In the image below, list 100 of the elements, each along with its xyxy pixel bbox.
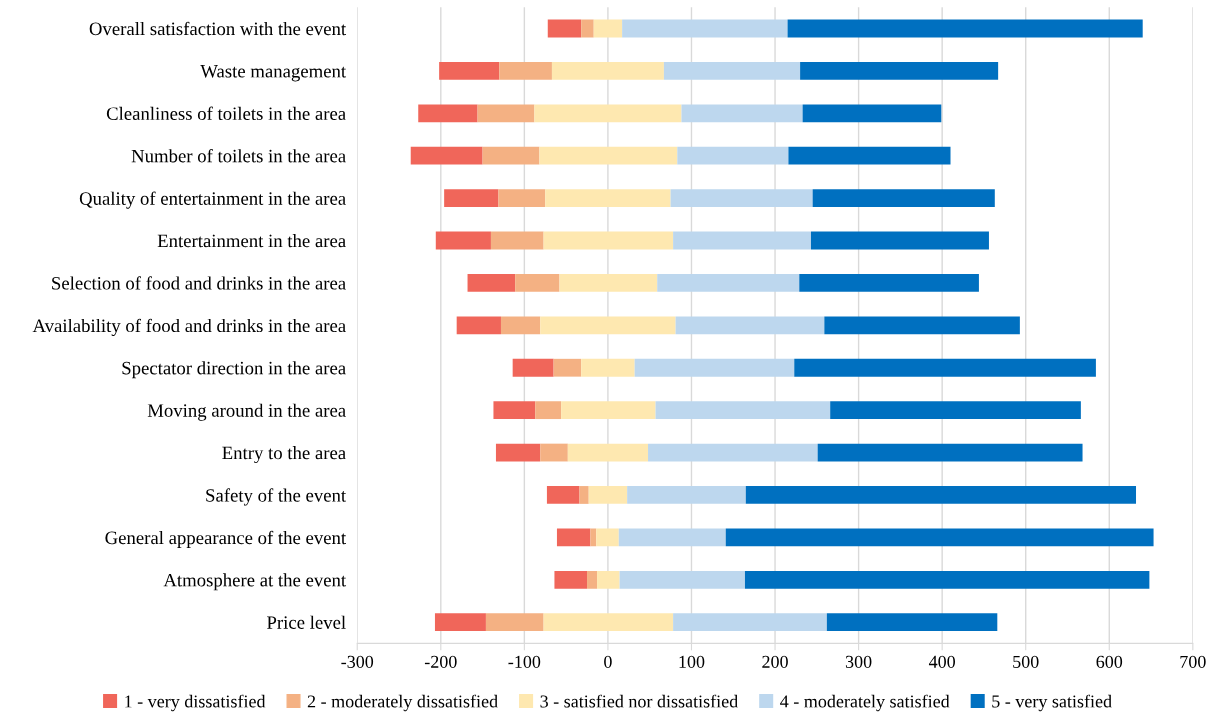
bar xyxy=(670,189,813,208)
bar xyxy=(725,528,1154,547)
bar xyxy=(593,19,623,38)
y-tick-label: Cleanliness of toilets in the area xyxy=(106,106,346,120)
bar xyxy=(787,19,1143,38)
bar xyxy=(499,61,552,80)
bar xyxy=(559,274,658,292)
y-tick-label: Price level xyxy=(267,615,346,629)
bar xyxy=(543,613,674,632)
bar xyxy=(788,146,951,165)
x-tick-label: 100 xyxy=(679,655,705,668)
bar xyxy=(830,401,1081,420)
bar xyxy=(485,613,544,632)
y-tick-label: Spectator direction in the area xyxy=(122,361,346,379)
bar xyxy=(587,570,598,589)
bar xyxy=(535,401,562,420)
y-tick-label: Availability of food and drinks in the area xyxy=(32,318,346,336)
x-tick-label: -200 xyxy=(424,655,457,668)
bar xyxy=(673,231,811,250)
bar xyxy=(663,61,801,80)
x-tick-label: 0 xyxy=(604,655,612,668)
bar xyxy=(467,274,516,292)
bar xyxy=(657,274,800,292)
bar xyxy=(456,316,501,335)
y-tick-label: Entertainment in the area xyxy=(157,234,346,248)
bar xyxy=(618,528,726,547)
bar xyxy=(581,358,635,377)
bar xyxy=(554,570,588,589)
bar xyxy=(824,316,1020,335)
bar xyxy=(540,316,676,335)
bar xyxy=(588,486,628,504)
x-tick-label: -100 xyxy=(508,655,541,668)
bar xyxy=(590,528,597,547)
bar xyxy=(812,189,995,208)
bar xyxy=(439,61,500,80)
bar xyxy=(512,358,554,377)
y-tick-label: Quality of entertainment in the area xyxy=(79,191,346,209)
bar xyxy=(444,189,499,208)
bar xyxy=(826,613,998,632)
bar xyxy=(561,401,656,420)
bar xyxy=(553,358,582,377)
bar xyxy=(648,443,818,462)
legend-label: 4 - moderately satisfied xyxy=(780,694,950,712)
bar xyxy=(817,443,1083,462)
bar xyxy=(490,231,544,250)
x-tick-label: 300 xyxy=(845,655,872,668)
y-tick-label: Atmosphere at the event xyxy=(163,573,347,591)
x-tick-label: -300 xyxy=(341,655,374,668)
bar xyxy=(434,613,486,632)
y-tick-label: Moving around in the area xyxy=(147,403,346,421)
bar xyxy=(622,19,788,38)
legend-label: 5 - very satisfied xyxy=(992,694,1112,712)
bar xyxy=(627,486,746,504)
bar xyxy=(539,146,678,165)
y-tick-label: Safety of the event xyxy=(206,488,347,506)
x-tick-label: 600 xyxy=(1096,655,1123,668)
bar xyxy=(802,104,942,123)
bar xyxy=(745,486,1137,504)
y-tick-label: Overall satisfaction with the event xyxy=(89,21,347,36)
x-tick-label: 200 xyxy=(762,655,788,668)
x-tick-label: 700 xyxy=(1180,655,1206,668)
bar xyxy=(482,146,540,165)
bar xyxy=(435,231,491,250)
bar xyxy=(515,274,560,292)
bar xyxy=(498,189,546,208)
y-tick-label: Waste management xyxy=(200,65,347,82)
bar xyxy=(681,104,803,123)
legend-label: 3 - satisfied nor dissatisfied xyxy=(540,694,738,708)
bar xyxy=(477,104,535,123)
y-tick-label: General appearance of the event xyxy=(105,530,347,548)
bar xyxy=(794,358,1096,377)
legend-label: 2 - moderately dissatisfied xyxy=(307,694,498,712)
bar xyxy=(546,486,580,504)
y-tick-label: Number of toilets in the area xyxy=(131,149,346,163)
bar xyxy=(655,401,831,420)
bar xyxy=(495,443,541,462)
bar xyxy=(744,570,1150,589)
bar xyxy=(619,570,745,589)
bar xyxy=(634,358,795,377)
y-tick-label: Entry to the area xyxy=(222,446,346,464)
bar xyxy=(545,189,671,208)
bar xyxy=(596,528,619,547)
bar xyxy=(547,19,582,38)
bar xyxy=(500,316,541,335)
bar xyxy=(677,146,789,165)
bar xyxy=(673,613,827,632)
bar xyxy=(493,401,536,420)
bar xyxy=(597,570,620,589)
bar xyxy=(567,443,649,462)
x-tick-label: 500 xyxy=(1013,655,1039,668)
bar xyxy=(800,61,999,80)
legend-label: 1 - very dissatisfied xyxy=(125,694,266,712)
y-tick-label: Selection of food and drinks in the area xyxy=(52,276,346,290)
bar xyxy=(534,104,682,123)
bar xyxy=(410,146,483,165)
bar xyxy=(556,528,591,547)
bar xyxy=(551,61,664,80)
x-tick-label: 400 xyxy=(928,655,956,668)
bar xyxy=(581,19,594,38)
bar xyxy=(810,231,989,250)
